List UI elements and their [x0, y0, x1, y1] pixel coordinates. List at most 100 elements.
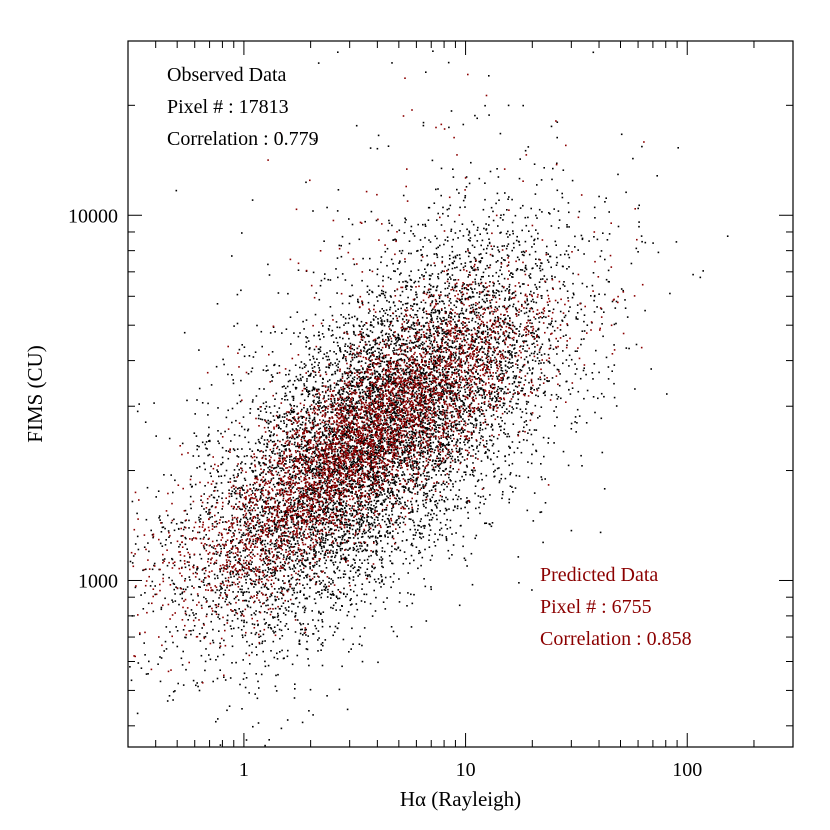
data-point — [416, 370, 418, 372]
data-point — [450, 430, 453, 432]
data-point — [432, 434, 434, 436]
data-point — [346, 523, 348, 526]
data-point — [407, 572, 409, 574]
data-point — [593, 206, 596, 209]
data-point — [544, 478, 546, 480]
data-point — [361, 328, 363, 330]
data-point — [293, 591, 296, 594]
data-point — [403, 458, 405, 460]
data-point — [388, 219, 390, 222]
data-point — [500, 328, 502, 331]
data-point — [281, 398, 283, 400]
data-point — [411, 430, 414, 433]
data-point — [297, 335, 300, 338]
data-point — [430, 355, 432, 358]
data-point — [290, 455, 293, 458]
data-point — [260, 514, 263, 517]
data-point — [371, 566, 374, 568]
data-point — [447, 430, 449, 433]
data-point — [224, 577, 227, 580]
data-point — [277, 579, 280, 581]
data-point — [376, 342, 378, 345]
data-point — [203, 493, 205, 495]
data-point — [339, 429, 341, 431]
data-point — [504, 369, 507, 372]
data-point — [318, 334, 320, 337]
data-point — [458, 448, 461, 451]
data-point — [384, 469, 386, 471]
data-point — [231, 421, 233, 424]
data-point — [255, 530, 258, 533]
data-point — [416, 368, 419, 370]
data-point — [297, 605, 299, 608]
data-point — [381, 370, 383, 373]
data-point — [524, 301, 527, 304]
data-point — [334, 458, 337, 460]
data-point — [389, 576, 392, 578]
data-point — [247, 605, 249, 608]
data-point — [228, 601, 231, 604]
data-point — [567, 464, 570, 467]
data-point — [486, 448, 489, 451]
data-point — [337, 276, 339, 279]
data-point — [376, 300, 379, 302]
data-point — [261, 530, 263, 533]
data-point — [448, 476, 450, 479]
data-point — [375, 316, 377, 318]
data-point — [249, 663, 251, 665]
data-point — [388, 345, 390, 348]
data-point — [320, 520, 322, 522]
data-point — [436, 507, 438, 509]
data-point — [430, 368, 432, 370]
data-point — [478, 432, 481, 434]
data-point — [486, 264, 488, 267]
data-point — [294, 386, 297, 389]
data-point — [601, 451, 604, 454]
data-point — [232, 570, 234, 573]
data-point — [548, 338, 550, 340]
data-point — [297, 501, 299, 503]
data-point — [563, 316, 566, 319]
data-point — [530, 462, 533, 465]
data-point — [341, 537, 344, 539]
data-point — [302, 634, 304, 636]
data-point — [412, 233, 415, 235]
data-point — [199, 514, 202, 516]
data-point — [412, 386, 415, 389]
data-point — [379, 487, 381, 490]
data-point — [270, 650, 272, 652]
data-point — [227, 503, 230, 505]
data-point — [464, 429, 466, 431]
data-point — [402, 327, 405, 330]
data-point — [599, 531, 602, 534]
data-point — [415, 439, 418, 442]
data-point — [428, 239, 430, 241]
data-point — [482, 487, 485, 489]
data-point — [277, 612, 279, 615]
data-point — [313, 491, 316, 493]
data-point — [343, 466, 346, 468]
data-point — [254, 580, 256, 583]
data-point — [303, 587, 306, 589]
data-point — [410, 430, 413, 433]
data-point — [303, 384, 306, 387]
data-point — [236, 572, 239, 574]
data-point — [504, 477, 507, 480]
data-point — [439, 521, 442, 524]
data-point — [326, 486, 329, 489]
data-point — [194, 413, 196, 415]
data-point — [468, 251, 470, 254]
data-point — [403, 416, 406, 418]
data-point — [410, 554, 413, 557]
data-point — [272, 630, 274, 632]
data-point — [562, 335, 565, 337]
data-point — [384, 509, 386, 511]
data-point — [217, 616, 219, 618]
data-point — [522, 204, 524, 207]
data-point — [551, 178, 553, 181]
data-point — [532, 520, 535, 522]
data-point — [403, 360, 406, 362]
data-point — [262, 557, 265, 560]
data-point — [581, 237, 584, 240]
data-point — [322, 357, 324, 360]
